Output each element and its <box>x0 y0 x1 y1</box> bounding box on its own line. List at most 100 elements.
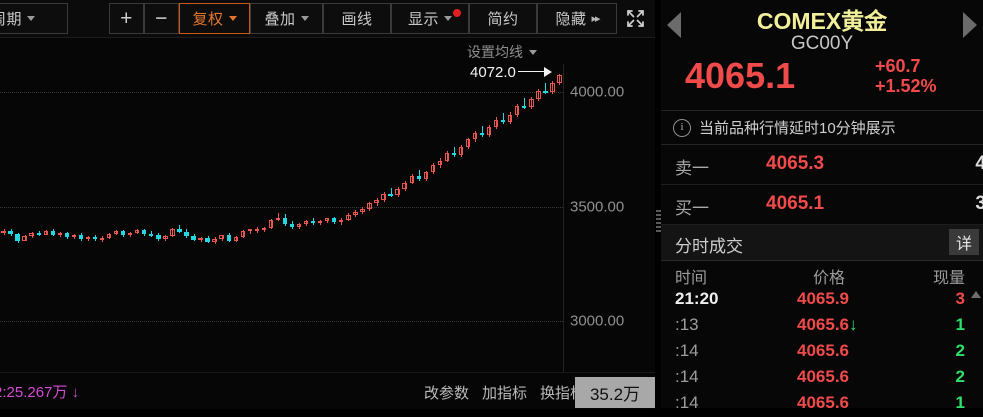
indicator-link-1[interactable]: 加指标 <box>481 385 527 402</box>
chart-plot-area[interactable] <box>0 64 563 372</box>
volume-badge: 35.2万 <box>575 377 655 408</box>
candle-body <box>163 235 168 239</box>
candle-wick <box>277 213 279 222</box>
tick-row: :14 4065.6 1 <box>661 391 983 417</box>
candle-wick <box>460 144 462 157</box>
candle-body <box>486 126 492 135</box>
candle-wick <box>418 169 420 181</box>
tick-row: :14 4065.6 2 <box>661 365 983 391</box>
set-moving-average-button[interactable]: 设置均线 <box>467 42 537 62</box>
chart-gridline <box>0 321 563 323</box>
candle-body <box>29 232 34 237</box>
period-button[interactable]: 周期 <box>0 3 68 34</box>
candle-body <box>289 223 295 227</box>
candle-wick <box>439 157 441 168</box>
tick-quantity: 3 <box>955 289 965 308</box>
price-change: +60.7 +1.52% <box>875 56 937 96</box>
candle-body <box>50 230 55 235</box>
candle-wick <box>397 186 399 197</box>
delay-notice: i 当前品种行情延时10分钟展示 <box>661 111 983 145</box>
hide-panel-button[interactable]: 隐藏 ▸▸ <box>537 3 617 34</box>
order-book: 卖一 4065.3 4 买一 4065.1 3 <box>661 145 983 225</box>
candle-wick <box>404 180 406 191</box>
candle-wick <box>467 137 469 150</box>
candle-body <box>529 98 534 108</box>
previous-symbol-button[interactable] <box>667 12 681 38</box>
price-axis: 4000.00 3500.00 3000.00 <box>563 64 656 372</box>
notification-dot-icon <box>453 9 461 17</box>
candle-body <box>113 231 119 235</box>
candle-body <box>360 208 365 212</box>
tick-time: :14 <box>675 393 699 412</box>
candle-wick <box>411 174 413 185</box>
price-axis-label: 3000.00 <box>570 312 625 330</box>
candle-wick <box>390 188 392 198</box>
tick-row: 21:20 4065.9 3 <box>661 287 983 313</box>
next-symbol-button[interactable] <box>963 12 977 38</box>
overlay-button[interactable]: 叠加 <box>250 3 323 34</box>
candle-body <box>395 188 400 196</box>
zoom-out-button[interactable]: − <box>144 3 179 34</box>
candle-wick <box>489 124 491 137</box>
candle-body <box>275 217 281 220</box>
candle-body <box>430 165 435 173</box>
candle-body <box>472 133 478 140</box>
book-volume: 4 <box>975 153 983 174</box>
chart-toolbar: 周期 + − 复权 叠加 画线 显示 <box>0 0 655 38</box>
tick-time: :13 <box>675 315 699 334</box>
display-button[interactable]: 显示 <box>391 3 469 34</box>
candle-wick <box>270 218 272 230</box>
tick-quantity: 2 <box>955 367 965 386</box>
price-axis-label: 4000.00 <box>570 83 625 101</box>
tick-price: 4065.6↓ <box>797 315 858 334</box>
scroll-up-icon[interactable] <box>971 291 981 298</box>
candle-body <box>198 237 203 240</box>
candle-body <box>247 229 252 232</box>
simple-mode-button[interactable]: 简约 <box>469 3 537 34</box>
candle-wick <box>496 117 498 130</box>
candle-body <box>353 211 358 215</box>
candle-body <box>106 234 112 238</box>
tick-quantity: 1 <box>955 393 965 412</box>
candle-body <box>64 233 70 237</box>
ticks-list[interactable]: 21:20 4065.9 3 :13 4065.6↓ 1 :14 4065.6 2:14 4065… <box>661 287 983 417</box>
tick-quantity: 2 <box>955 341 965 360</box>
candle-wick <box>432 163 434 175</box>
zoom-in-button[interactable]: + <box>109 3 144 34</box>
indicator-link-2[interactable]: 换指标 <box>539 385 585 402</box>
candle-body <box>240 231 245 238</box>
pane-resize-handle[interactable] <box>656 210 661 232</box>
candle-body <box>184 231 189 236</box>
candle-body <box>156 235 161 239</box>
candle-body <box>346 214 351 220</box>
candle-body <box>268 219 274 228</box>
tick-time: :14 <box>675 367 699 386</box>
candle-body <box>120 231 126 236</box>
candle-wick <box>453 146 455 157</box>
candle-body <box>367 203 372 209</box>
tick-row: :13 4065.6↓ 1 <box>661 313 983 339</box>
candle-wick <box>221 234 223 241</box>
candlestick-chart[interactable]: 4000.00 3500.00 3000.00 4072.0 <box>0 64 655 372</box>
order-book-row: 买一 4065.1 3 <box>661 185 983 225</box>
candle-body <box>508 114 513 122</box>
chart-gridline <box>0 91 563 93</box>
ticks-detail-button[interactable]: 详 <box>949 229 979 255</box>
column-header-price: 价格 <box>813 270 846 287</box>
chevron-down-icon <box>27 16 35 21</box>
order-book-row: 卖一 4065.3 4 <box>661 145 983 185</box>
indicator-link-0[interactable]: 改参数 <box>423 385 469 402</box>
draw-line-button[interactable]: 画线 <box>323 3 391 34</box>
candle-body <box>451 152 457 156</box>
adjust-price-button[interactable]: 复权 <box>179 3 250 34</box>
candle-body <box>339 219 344 223</box>
candle-wick <box>172 227 174 237</box>
chevron-down-icon <box>300 16 309 21</box>
candle-body <box>423 172 428 179</box>
candle-wick <box>109 233 111 240</box>
candle-body <box>170 228 175 236</box>
candle-body <box>310 221 316 224</box>
fullscreen-button[interactable] <box>620 3 651 34</box>
